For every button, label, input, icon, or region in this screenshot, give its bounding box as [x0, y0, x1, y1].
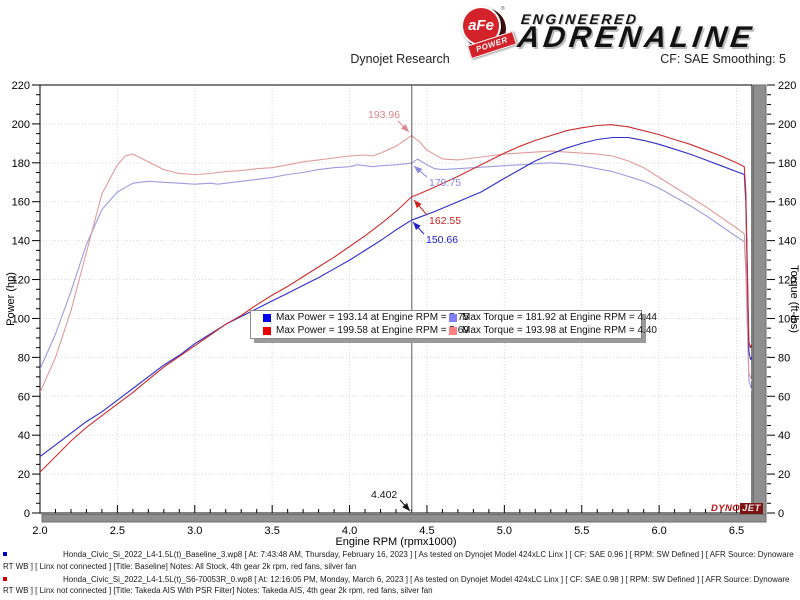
- legend-swatch-torque-baseline: [449, 313, 457, 322]
- svg-text:0: 0: [778, 508, 784, 520]
- torque-scrollbar[interactable]: [753, 84, 767, 523]
- x-axis-title: Engine RPM (rpmx1000): [335, 536, 456, 548]
- run-marker-blue: [3, 552, 7, 556]
- callout-value: 193.96: [368, 109, 400, 121]
- svg-text:2.0: 2.0: [32, 525, 47, 537]
- dynojet-logo-jet: JET: [740, 503, 763, 514]
- legend-item: Max Power = 199.58 at Engine RPM = 5.69: [263, 325, 469, 336]
- svg-text:6.5: 6.5: [729, 525, 744, 537]
- svg-text:100: 100: [778, 313, 796, 325]
- svg-text:40: 40: [778, 430, 790, 442]
- plot-border: [39, 84, 753, 514]
- legend-item: Max Torque = 193.98 at Engine RPM = 4.40: [449, 325, 657, 336]
- callout-arrow-icon: [413, 222, 421, 231]
- axis-titles: Power (hp) Torque (ft-lbs) Engine RPM (rpm…: [5, 265, 800, 548]
- rpm-scrollbar[interactable]: [41, 514, 767, 523]
- svg-text:2.5: 2.5: [110, 525, 125, 537]
- legend-label: Max Torque = 181.92 at Engine RPM = 4.44: [462, 312, 657, 323]
- curve-torque-baseline: [40, 158, 752, 391]
- svg-text:0: 0: [24, 508, 30, 520]
- svg-text:5.0: 5.0: [497, 525, 512, 537]
- svg-text:160: 160: [778, 197, 796, 209]
- legend-label: Max Torque = 193.98 at Engine RPM = 4.40: [462, 325, 657, 336]
- legend-item: Max Power = 193.14 at Engine RPM = 5.75: [263, 312, 469, 323]
- axis-tick-labels: 0 0 20 20 40 40 60 60 80 80 100 100 120 120 140 140 160 1…: [12, 80, 797, 537]
- svg-text:6.0: 6.0: [651, 525, 666, 537]
- svg-text:220: 220: [778, 80, 796, 92]
- y-left-axis-title: Power (hp): [5, 272, 17, 326]
- svg-text:120: 120: [778, 275, 796, 287]
- legend-label: Max Power = 199.58 at Engine RPM = 5.69: [276, 325, 469, 336]
- dynojet-logo-dyno: DYNO: [711, 503, 741, 514]
- run-marker-red: [3, 576, 7, 581]
- legend-swatch-power-baseline: [263, 313, 271, 322]
- axis-ticks: [32, 84, 775, 514]
- registered-mark: ®: [501, 6, 505, 12]
- callout-arrow-icon: [402, 502, 410, 511]
- afe-brand-logo: aFe ® POWER ENGINEERED ADRENALINE: [228, 2, 757, 60]
- curve-power-baseline: [40, 136, 752, 458]
- y-right-axis-title: Torque (ft-lbs): [788, 265, 800, 333]
- svg-text:140: 140: [778, 236, 796, 248]
- svg-text:5.5: 5.5: [574, 525, 589, 537]
- report-header: aFe ® POWER ENGINEERED ADRENALINE Dynoje…: [0, 0, 800, 75]
- value-callouts: 193.96 179.75 162.55 150.66 4.402: [368, 109, 461, 512]
- legend-label: Max Power = 193.14 at Engine RPM = 5.75: [276, 312, 469, 323]
- curve-torque-takeda: [40, 135, 752, 393]
- svg-text:20: 20: [778, 469, 790, 481]
- run-entry-baseline: Honda_Civic_Si_2022_L4-1.5L(t)_Baseline_…: [3, 549, 797, 572]
- svg-text:80: 80: [18, 352, 30, 364]
- run-text: Honda_Civic_Si_2022_L4-1.5L(t)_Baseline_…: [3, 550, 794, 571]
- callout-arrow-icon: [414, 166, 423, 174]
- dynojet-logo: DYNO JET: [711, 503, 763, 514]
- curve-power-takeda: [40, 124, 752, 473]
- run-file-info: Honda_Civic_Si_2022_L4-1.5L(t)_Baseline_…: [3, 549, 797, 598]
- svg-text:200: 200: [778, 119, 796, 131]
- svg-text:3.5: 3.5: [265, 525, 280, 537]
- legend-swatch-torque-takeda: [449, 326, 457, 335]
- callout-value: 150.66: [426, 234, 458, 246]
- svg-text:60: 60: [18, 391, 30, 403]
- dyno-chart: 0 0 20 20 40 40 60 60 80 80 100 100 120 120 140 140 160 1…: [5, 80, 800, 548]
- svg-text:180: 180: [12, 158, 30, 170]
- svg-text:60: 60: [778, 391, 790, 403]
- svg-text:100: 100: [12, 313, 30, 325]
- chart-legend: Max Power = 193.14 at Engine RPM = 5.75 …: [250, 310, 657, 339]
- svg-text:4.0: 4.0: [342, 525, 357, 537]
- afe-badge-icon: aFe: [461, 6, 501, 46]
- svg-text:3.0: 3.0: [187, 525, 202, 537]
- svg-text:200: 200: [12, 119, 30, 131]
- svg-text:4.5: 4.5: [419, 525, 434, 537]
- callout-arrow-icon: [414, 200, 422, 209]
- svg-text:40: 40: [18, 430, 30, 442]
- legend-item: Max Torque = 181.92 at Engine RPM = 4.44: [449, 312, 657, 323]
- callout-arrow-icon: [401, 124, 409, 132]
- run-text: Honda_Civic_Si_2022_L4-1.5L(t)_S6-70053R…: [3, 574, 790, 596]
- svg-text:180: 180: [778, 158, 796, 170]
- svg-text:160: 160: [12, 197, 30, 209]
- svg-text:140: 140: [12, 236, 30, 248]
- dyno-curves: [40, 124, 752, 473]
- callout-value: 179.75: [429, 177, 461, 189]
- page-title: Dynojet Research: [350, 52, 450, 66]
- svg-text:120: 120: [12, 275, 30, 287]
- svg-text:80: 80: [778, 352, 790, 364]
- svg-text:220: 220: [12, 80, 30, 92]
- callout-value: 4.402: [371, 489, 397, 501]
- svg-text:20: 20: [18, 469, 30, 481]
- smoothing-setting: CF: SAE Smoothing: 5: [660, 52, 786, 66]
- legend-swatch-power-takeda: [263, 326, 271, 335]
- callout-value: 162.55: [429, 215, 461, 227]
- run-entry-takeda: Honda_Civic_Si_2022_L4-1.5L(t)_S6-70053R…: [3, 574, 797, 597]
- gridlines: [40, 85, 752, 513]
